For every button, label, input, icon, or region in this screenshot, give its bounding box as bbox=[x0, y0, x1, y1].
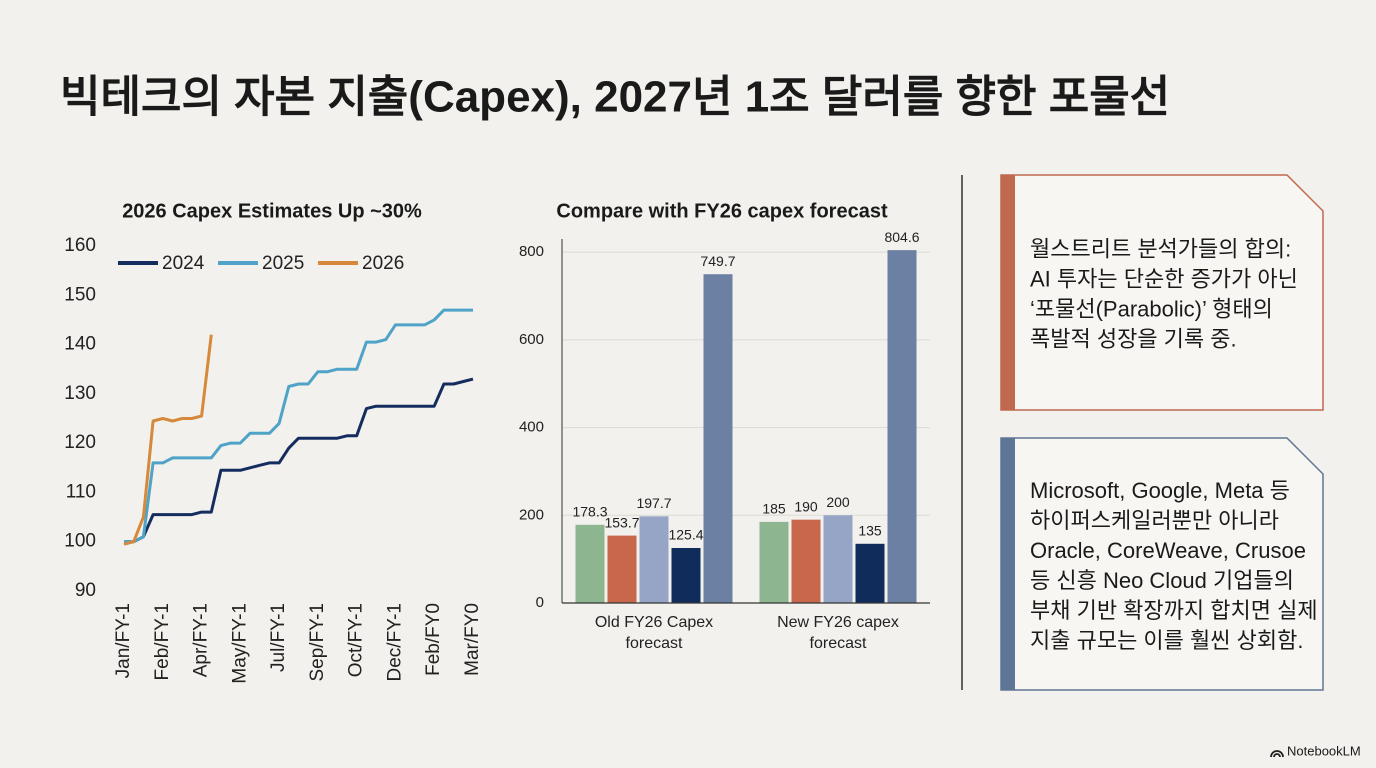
card-text: 폭발적 성장을 기록 중. bbox=[1030, 326, 1237, 351]
brand-label: NotebookLM bbox=[1287, 743, 1361, 758]
x-tick-label: Feb/FY0 bbox=[423, 603, 444, 676]
x-tick-label: Jul/FY-1 bbox=[268, 603, 289, 672]
x-tick-label: Dec/FY-1 bbox=[384, 603, 405, 682]
brand: NotebookLM bbox=[1270, 743, 1361, 758]
y-tick-label: 200 bbox=[519, 506, 544, 523]
x-tick-label: Old FY26 Capex forecast bbox=[594, 614, 714, 652]
y-tick-label: 160 bbox=[64, 235, 96, 256]
card bbox=[1000, 174, 1324, 411]
x-tick-label: New FY26 capex forecast bbox=[777, 614, 899, 652]
y-tick-label: 100 bbox=[64, 531, 96, 552]
value-label: 749.7 bbox=[700, 253, 735, 269]
bar bbox=[855, 543, 885, 603]
x-tick-label: May/FY-1 bbox=[229, 603, 250, 684]
card-text: 부채 기반 확장까지 합치면 실제 bbox=[1030, 598, 1318, 623]
y-tick-label: 600 bbox=[519, 331, 544, 348]
y-tick-label: 0 bbox=[536, 594, 544, 611]
data-line bbox=[124, 377, 474, 544]
bar bbox=[671, 548, 701, 603]
bar bbox=[887, 250, 917, 603]
y-tick-label: 120 bbox=[64, 432, 96, 453]
card-text: 월스트리트 분석가들의 합의: bbox=[1030, 236, 1291, 261]
value-label: 178.3 bbox=[572, 504, 607, 520]
chart-title: Compare with FY26 capex forecast bbox=[556, 200, 888, 222]
x-tick-label: Jan/FY-1 bbox=[113, 603, 134, 678]
value-label: 153.7 bbox=[604, 514, 639, 530]
bar bbox=[607, 535, 637, 603]
bar bbox=[823, 515, 853, 603]
x-tick-label: Sep/FY-1 bbox=[307, 603, 328, 682]
bar bbox=[575, 524, 605, 603]
value-label: 197.7 bbox=[636, 495, 671, 511]
x-tick-label: Oct/FY-1 bbox=[346, 603, 367, 677]
bar bbox=[759, 521, 789, 603]
chart-title: 2026 Capex Estimates Up ~30% bbox=[122, 200, 422, 222]
value-label: 804.6 bbox=[884, 229, 919, 245]
card-accent bbox=[1001, 438, 1015, 690]
y-tick-label: 110 bbox=[66, 481, 96, 502]
brand-icon bbox=[1270, 750, 1284, 758]
value-label: 200 bbox=[826, 494, 850, 510]
bar bbox=[639, 516, 669, 603]
x-tick-label-box: New FY26 capex forecast bbox=[777, 614, 899, 652]
card-accent bbox=[1001, 175, 1015, 410]
legend-label: 2025 bbox=[262, 253, 304, 274]
y-tick-label: 140 bbox=[64, 334, 96, 355]
y-tick-label: 90 bbox=[75, 580, 96, 601]
value-label: 190 bbox=[794, 498, 818, 514]
card-text: 지출 규모는 이를 훨씬 상회함. bbox=[1030, 628, 1303, 653]
data-line bbox=[124, 308, 473, 544]
y-tick-label: 800 bbox=[519, 243, 544, 260]
y-tick-label: 150 bbox=[64, 284, 96, 305]
bar bbox=[791, 519, 821, 603]
x-tick-label-box: Old FY26 Capex forecast bbox=[594, 614, 714, 652]
x-tick-label: Mar/FY0 bbox=[462, 603, 483, 676]
y-tick-label: 400 bbox=[519, 419, 544, 436]
value-label: 135 bbox=[858, 522, 882, 538]
bar bbox=[703, 274, 733, 603]
slide-title: 빅테크의 자본 지출(Capex), 2027년 1조 달러를 향한 포물선 bbox=[60, 73, 1170, 122]
card-text: AI 투자는 단순한 증가가 아닌 bbox=[1030, 266, 1298, 291]
card-text: 하이퍼스케일러뿐만 아니라 bbox=[1030, 508, 1279, 533]
x-tick-label: Feb/FY-1 bbox=[152, 603, 173, 680]
card-text: 등 신흥 Neo Cloud 기업들의 bbox=[1030, 568, 1294, 593]
card-text: Microsoft, Google, Meta 등 bbox=[1030, 478, 1290, 503]
card-text: ‘포물선(Parabolic)’ 형태의 bbox=[1030, 296, 1273, 321]
legend-label: 2024 bbox=[162, 253, 205, 274]
y-tick-label: 130 bbox=[64, 383, 96, 404]
value-label: 125.4 bbox=[668, 527, 703, 543]
legend-label: 2026 bbox=[362, 253, 404, 274]
card-text: Oracle, CoreWeave, Crusoe bbox=[1030, 538, 1306, 563]
value-label: 185 bbox=[762, 501, 786, 517]
x-tick-label: Apr/FY-1 bbox=[191, 603, 212, 677]
data-line bbox=[123, 334, 213, 546]
